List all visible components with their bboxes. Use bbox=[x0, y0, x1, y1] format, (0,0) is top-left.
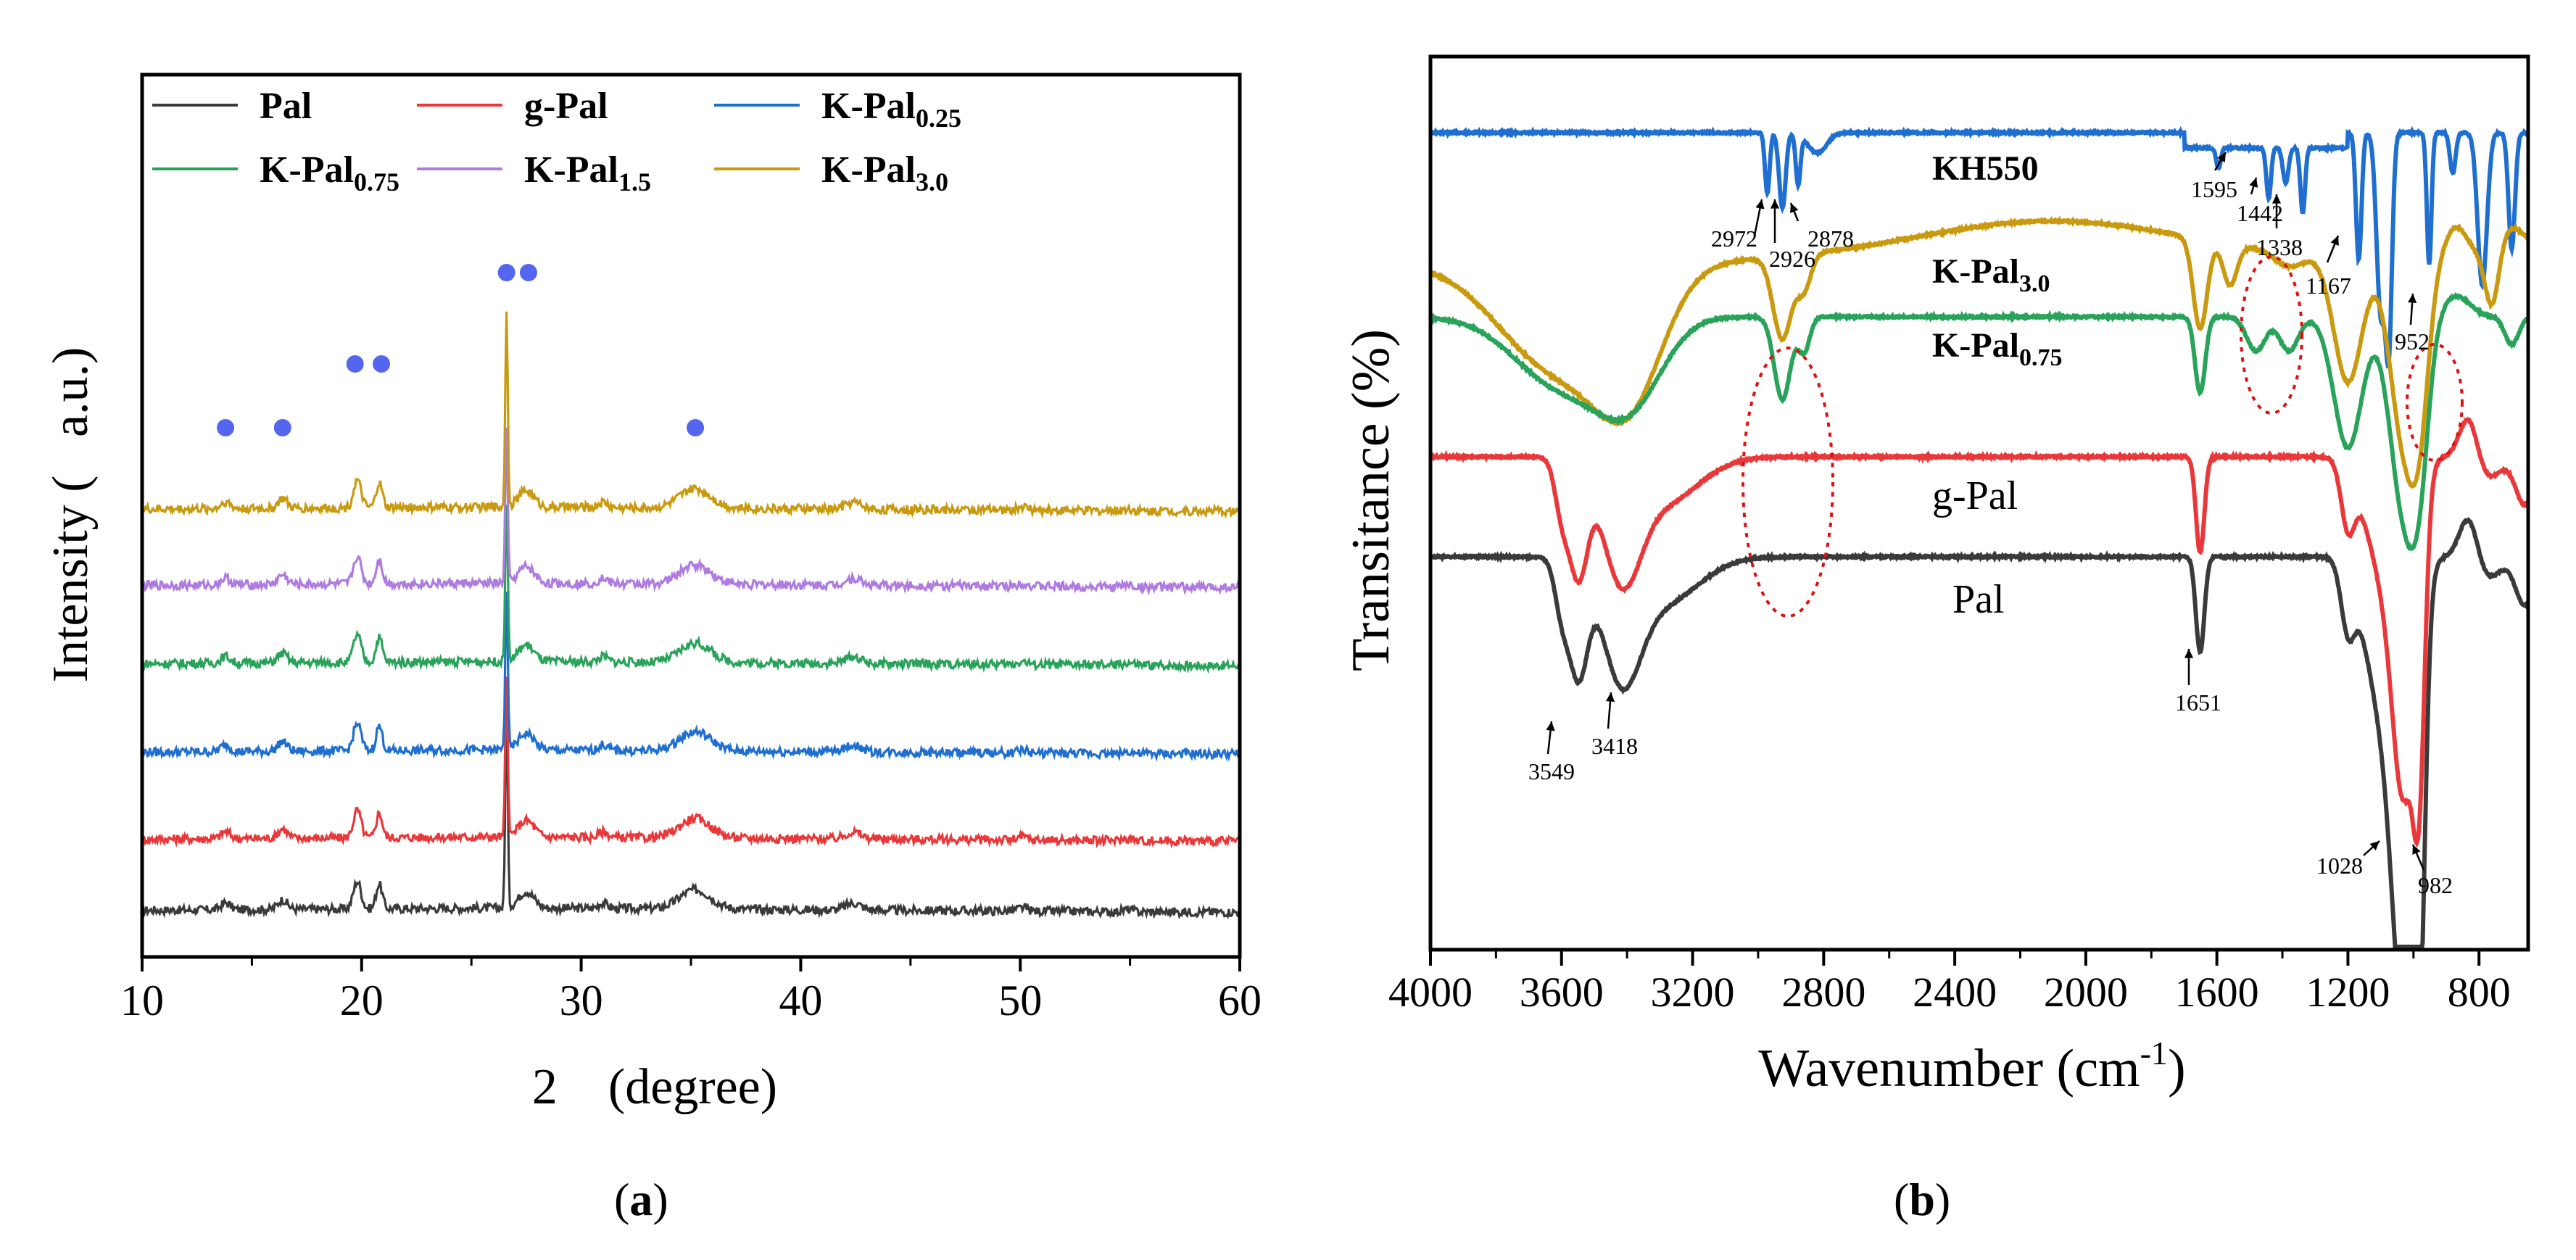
ftir-series-label: g-Pal bbox=[1932, 473, 2018, 518]
xrd-x-ticks: 10 20 30 40 50 60 bbox=[120, 957, 1262, 1024]
peak-annotation-label: 3418 bbox=[1591, 733, 1638, 759]
legend-label: Pal bbox=[260, 86, 312, 127]
ftir-highlight-ellipses bbox=[1742, 255, 2464, 618]
peak-annotation-label: 2878 bbox=[1807, 225, 1854, 252]
ftir-tick-label: 4000 bbox=[1388, 969, 1473, 1016]
peak-annotation-label: 1651 bbox=[2175, 689, 2221, 716]
legend-label: K-Pal0.75 bbox=[260, 149, 399, 196]
peak-annotation-label: 1442 bbox=[2237, 200, 2283, 226]
peak-annotation-label: 1028 bbox=[2316, 853, 2363, 879]
ftir-x-ticks: 4000 3600 3200 2800 2400 2000 1600 1200 800 bbox=[1388, 950, 2511, 1016]
ftir-tick-label: 800 bbox=[2448, 969, 2511, 1016]
annotation-arrowhead bbox=[1546, 721, 1555, 731]
xrd-tick-label: 20 bbox=[340, 977, 384, 1024]
ftir-x-axis-label: Wavenumber (cm-1) bbox=[1758, 1035, 2185, 1098]
peak-marker bbox=[687, 419, 705, 436]
xrd-chart: 10 20 30 40 50 60 2 (degree) Intensity ( a.u.… bbox=[43, 72, 1262, 1115]
panel-label-a: (a) bbox=[614, 1174, 668, 1225]
peak-annotation-label: 2972 bbox=[1711, 225, 1757, 252]
legend-label: g-Pal bbox=[524, 86, 608, 127]
peak-annotation-label: 1338 bbox=[2256, 234, 2303, 260]
peak-annotation-label: 3549 bbox=[1528, 758, 1575, 784]
peak-annotation-label: 1167 bbox=[2306, 273, 2351, 299]
annotation-arrowhead bbox=[1605, 692, 1615, 702]
annotation-arrowhead bbox=[1790, 203, 1799, 213]
legend-label: K-Pal0.25 bbox=[821, 86, 961, 133]
annotation-arrowhead bbox=[1755, 199, 1765, 210]
panel-label-b: (b) bbox=[1894, 1174, 1951, 1225]
xrd-tick-label: 40 bbox=[779, 977, 822, 1024]
ftir-line-g-Pal bbox=[1430, 416, 2530, 848]
ftir-tick-label: 1200 bbox=[2306, 969, 2390, 1016]
annotation-arrowhead bbox=[2249, 178, 2258, 188]
ftir-tick-label: 2800 bbox=[1781, 969, 1865, 1016]
peak-marker bbox=[497, 264, 515, 281]
xrd-line-K-Pal3.0 bbox=[141, 311, 1241, 519]
ftir-plot-frame bbox=[1428, 54, 2530, 952]
xrd-tick-label: 50 bbox=[998, 977, 1042, 1024]
ftir-y-axis-label: Transitance (%) bbox=[1341, 329, 1401, 671]
peak-annotation-label: 1595 bbox=[2191, 176, 2237, 202]
legend-label: K-Pal1.5 bbox=[524, 149, 651, 196]
peak-marker bbox=[273, 419, 291, 436]
ftir-series-label: Pal bbox=[1952, 577, 2005, 622]
ftir-series-group bbox=[1428, 125, 2530, 949]
peak-marker bbox=[373, 355, 391, 373]
ftir-tick-label: 2000 bbox=[2044, 969, 2128, 1016]
ellipse-ch-stretch bbox=[1742, 347, 1834, 618]
ftir-chart: 4000 3600 3200 2800 2400 2000 1600 1200 800 Wave… bbox=[1341, 54, 2530, 1098]
xrd-tick-label: 60 bbox=[1218, 977, 1262, 1024]
xrd-line-K-Pal1.5 bbox=[141, 427, 1241, 596]
peak-annotation-label: 952 bbox=[2395, 328, 2430, 355]
annotation-arrowhead bbox=[1770, 199, 1780, 209]
xrd-plot-frame bbox=[140, 72, 1242, 959]
xrd-line-g-Pal bbox=[141, 676, 1241, 849]
xrd-series-group bbox=[141, 311, 1241, 920]
annotation-arrowhead bbox=[2330, 236, 2339, 246]
annotation-arrowhead bbox=[2184, 649, 2194, 658]
xrd-y-axis-label: Intensity ( a.u.) bbox=[43, 347, 99, 683]
annotation-arrowhead bbox=[2412, 845, 2421, 855]
ftir-series-labels: KH550 K-Pal3.0 K-Pal0.75 g-Pal Pal bbox=[1932, 149, 2062, 622]
xrd-peak-markers bbox=[217, 264, 705, 436]
ellipse-850 bbox=[2406, 343, 2464, 462]
ftir-tick-label: 1600 bbox=[2175, 969, 2259, 1016]
annotation-arrowhead bbox=[2271, 194, 2282, 204]
ftir-line-K-Pal0.75 bbox=[1428, 291, 2529, 552]
ftir-tick-label: 3600 bbox=[1520, 969, 1604, 1016]
annotation-arrowhead bbox=[2217, 152, 2226, 162]
xrd-line-Pal bbox=[141, 713, 1241, 920]
annotation-arrowhead bbox=[2369, 841, 2380, 850]
ftir-tick-label: 2400 bbox=[1913, 969, 1997, 1016]
peak-annotation-label: 982 bbox=[2418, 872, 2453, 898]
legend-label: K-Pal3.0 bbox=[821, 149, 948, 196]
peak-marker bbox=[217, 419, 235, 436]
ftir-series-label: K-Pal3.0 bbox=[1932, 252, 2050, 297]
xrd-line-K-Pal0.25 bbox=[141, 591, 1241, 762]
peak-marker bbox=[519, 264, 537, 281]
ellipse-1400 bbox=[2240, 255, 2303, 415]
ftir-line-Pal bbox=[1429, 517, 2530, 949]
ftir-series-label: K-Pal0.75 bbox=[1932, 326, 2062, 371]
peak-marker bbox=[346, 355, 364, 373]
xrd-tick-label: 30 bbox=[560, 977, 603, 1024]
ftir-line-KH550 bbox=[1429, 125, 2530, 369]
ftir-tick-label: 3200 bbox=[1651, 969, 1735, 1016]
xrd-line-K-Pal0.75 bbox=[141, 505, 1241, 674]
annotation-arrowhead bbox=[2408, 294, 2417, 303]
xrd-legend: Pal g-Pal K-Pal0.25 K-Pal0.75 K-Pal1.5 K-Pal3… bbox=[152, 86, 961, 196]
ftir-series-label: KH550 bbox=[1932, 149, 2039, 188]
xrd-tick-label: 10 bbox=[120, 977, 164, 1024]
peak-annotation-label: 2926 bbox=[1769, 246, 1815, 272]
xrd-x-axis-label: 2 (degree) bbox=[532, 1059, 777, 1115]
